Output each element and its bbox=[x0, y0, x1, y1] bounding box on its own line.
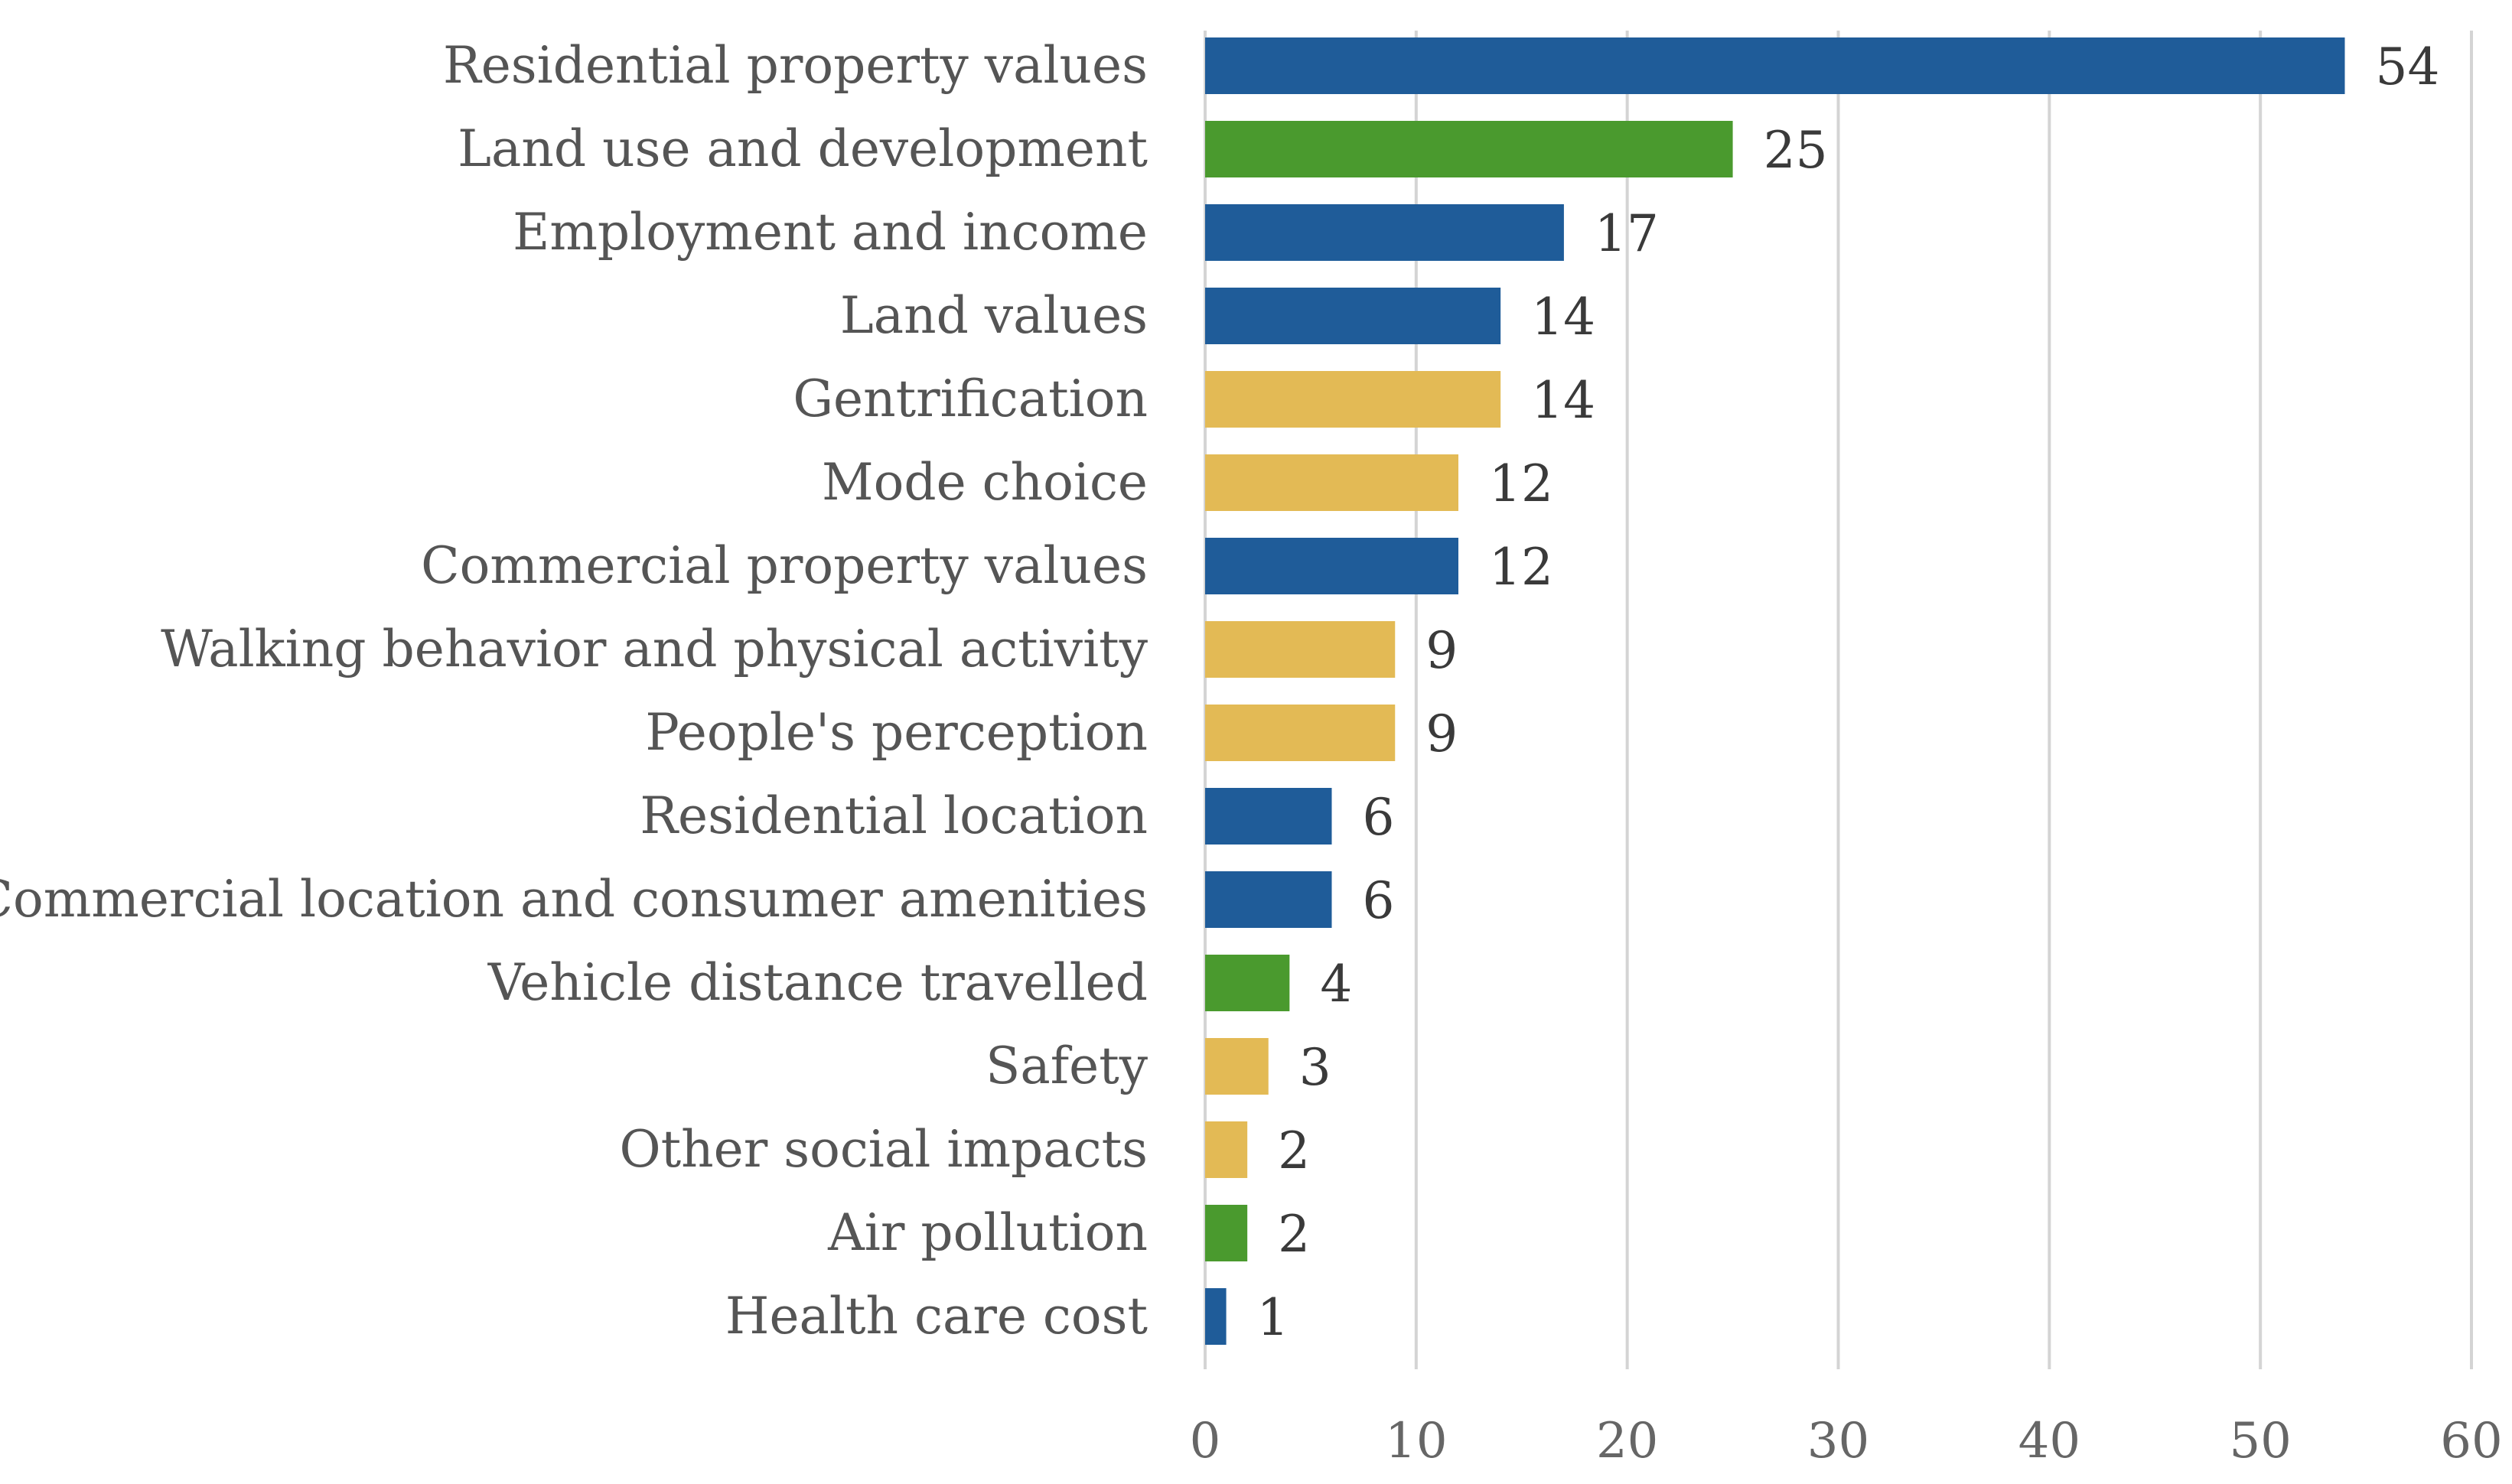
category-label: Residential property values bbox=[443, 36, 1148, 95]
category-label: Walking behavior and physical activity bbox=[161, 620, 1148, 679]
category-label: Health care cost bbox=[725, 1287, 1148, 1346]
category-labels: Residential property values Land use and … bbox=[0, 36, 1148, 1346]
bar bbox=[1205, 121, 1733, 177]
value-label: 6 bbox=[1363, 788, 1395, 847]
category-label: Gentrification bbox=[793, 369, 1148, 428]
bar bbox=[1205, 1288, 1227, 1345]
category-label: Employment and income bbox=[513, 203, 1148, 262]
category-label: Land use and development bbox=[458, 119, 1148, 178]
category-label: Residential location bbox=[640, 786, 1148, 845]
category-label: Safety bbox=[986, 1037, 1148, 1095]
bar bbox=[1205, 538, 1458, 594]
x-tick-label: 10 bbox=[1385, 1413, 1447, 1469]
bar bbox=[1205, 1205, 1248, 1261]
bar bbox=[1205, 288, 1501, 344]
bar bbox=[1205, 371, 1501, 428]
value-label: 9 bbox=[1425, 705, 1458, 763]
value-label: 14 bbox=[1531, 371, 1595, 430]
value-label: 1 bbox=[1257, 1288, 1289, 1347]
value-label: 54 bbox=[2376, 37, 2440, 96]
bar bbox=[1205, 788, 1332, 845]
category-label: Other social impacts bbox=[620, 1120, 1148, 1179]
x-tick-label: 30 bbox=[1807, 1413, 1869, 1469]
bar bbox=[1205, 621, 1396, 678]
bars bbox=[1205, 37, 2345, 1345]
x-tick-label: 60 bbox=[2440, 1413, 2502, 1469]
bar bbox=[1205, 37, 2345, 94]
value-label: 12 bbox=[1489, 538, 1553, 597]
x-tick-label: 40 bbox=[2018, 1413, 2080, 1469]
value-label: 14 bbox=[1531, 288, 1595, 347]
bar bbox=[1205, 204, 1564, 261]
category-label: People's perception bbox=[645, 703, 1148, 762]
bar bbox=[1205, 1038, 1269, 1095]
value-label: 3 bbox=[1299, 1038, 1331, 1097]
category-label: Land values bbox=[840, 286, 1148, 345]
x-tick-label: 20 bbox=[1596, 1413, 1658, 1469]
value-label: 17 bbox=[1595, 204, 1659, 263]
value-label: 4 bbox=[1320, 955, 1352, 1014]
value-label: 9 bbox=[1425, 621, 1458, 680]
category-label: Commercial location and consumer ameniti… bbox=[0, 870, 1148, 929]
x-tick-label: 0 bbox=[1190, 1413, 1221, 1469]
category-label: Mode choice bbox=[822, 453, 1148, 512]
value-label: 25 bbox=[1764, 121, 1828, 180]
bar bbox=[1205, 955, 1290, 1011]
value-label: 12 bbox=[1489, 454, 1553, 513]
x-axis-ticks: 0 10 20 30 40 50 60 bbox=[1190, 1413, 2503, 1469]
category-label: Vehicle distance travelled bbox=[487, 953, 1148, 1012]
bar bbox=[1205, 1121, 1248, 1178]
x-tick-label: 50 bbox=[2229, 1413, 2291, 1469]
value-label: 2 bbox=[1278, 1121, 1310, 1180]
value-label: 6 bbox=[1363, 871, 1395, 930]
value-label: 2 bbox=[1278, 1205, 1310, 1264]
bar bbox=[1205, 705, 1396, 761]
bar bbox=[1205, 454, 1458, 511]
category-label: Air pollution bbox=[827, 1203, 1148, 1262]
category-label: Commercial property values bbox=[421, 536, 1148, 595]
bar bbox=[1205, 871, 1332, 928]
